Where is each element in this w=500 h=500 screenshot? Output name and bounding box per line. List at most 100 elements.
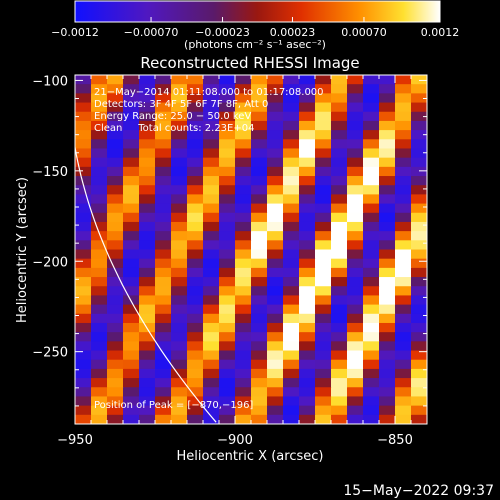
heatmap-cell <box>123 84 140 94</box>
heatmap-cell <box>139 111 156 122</box>
x-tick-label: −950 <box>57 433 93 448</box>
heatmap-cell <box>123 221 140 232</box>
heatmap-cell <box>411 304 427 315</box>
heatmap-cell <box>315 313 332 324</box>
heatmap-cell <box>219 148 236 159</box>
heatmap-cell <box>347 249 364 260</box>
heatmap-cell <box>251 84 268 94</box>
heatmap-cell <box>315 341 332 352</box>
heatmap-cell <box>203 341 220 352</box>
heatmap-cell <box>123 414 140 424</box>
heatmap-cell <box>363 295 380 306</box>
heatmap-cell <box>235 139 252 150</box>
heatmap-cell <box>251 157 268 168</box>
heatmap-cell <box>235 185 252 195</box>
heatmap-cell <box>411 176 427 186</box>
heatmap-cell <box>315 267 332 278</box>
heatmap-cell <box>267 322 284 333</box>
heatmap-cell <box>187 102 204 113</box>
heatmap-cell <box>171 332 188 342</box>
heatmap-cell <box>299 111 316 122</box>
heatmap-cell <box>91 414 108 424</box>
heatmap-cell <box>411 350 427 361</box>
heatmap-cell <box>171 313 188 324</box>
heatmap-cell <box>267 304 284 315</box>
heatmap-cell <box>363 166 380 177</box>
heatmap-cell <box>267 120 284 131</box>
heatmap-cell <box>411 231 427 241</box>
heatmap-cell <box>187 267 204 278</box>
heatmap-cell <box>395 405 412 416</box>
heatmap-cell <box>235 387 252 398</box>
heatmap-cell <box>347 231 364 241</box>
heatmap-cell <box>91 148 108 159</box>
heatmap-cell <box>187 396 204 407</box>
heatmap-cell <box>75 405 92 416</box>
heatmap-cell <box>299 286 316 297</box>
heatmap-cell <box>347 203 364 214</box>
heatmap-cell <box>315 148 332 159</box>
heatmap-cell <box>219 212 236 223</box>
heatmap-cell <box>139 130 156 140</box>
heatmap-cell <box>267 313 284 324</box>
heatmap-cell <box>267 111 284 122</box>
heatmap-cell <box>139 368 156 379</box>
heatmap-cell <box>283 350 300 361</box>
heatmap-cell <box>171 203 188 214</box>
heatmap-cell <box>251 194 268 205</box>
heatmap-cell <box>187 414 204 424</box>
heatmap-cell <box>107 368 124 379</box>
heatmap-cell <box>363 84 380 94</box>
heatmap-cell <box>123 359 140 370</box>
heatmap-cell <box>123 332 140 342</box>
heatmap-cell <box>155 185 172 195</box>
heatmap-cell <box>379 148 396 159</box>
heatmap-cell <box>155 176 172 186</box>
heatmap-cell <box>331 332 348 342</box>
heatmap-cell <box>411 249 427 260</box>
heatmap-cell <box>219 332 236 342</box>
heatmap-cell <box>283 286 300 297</box>
heatmap-cell <box>91 111 108 122</box>
heatmap-cell <box>219 93 236 104</box>
heatmap-cell <box>139 350 156 361</box>
heatmap-cell <box>187 130 204 140</box>
heatmap-cell <box>235 157 252 168</box>
heatmap-cell <box>395 185 412 195</box>
heatmap-cell <box>235 221 252 232</box>
heatmap-cell <box>203 111 220 122</box>
heatmap-cell <box>171 148 188 159</box>
heatmap-cell <box>395 157 412 168</box>
heatmap-cell <box>251 75 268 85</box>
heatmap-cell <box>267 277 284 287</box>
heatmap-cell <box>107 332 124 342</box>
heatmap-cell <box>267 350 284 361</box>
heatmap-cell <box>347 405 364 416</box>
y-tick-label: −250 <box>32 346 68 361</box>
heatmap-cell <box>123 130 140 140</box>
heatmap-cell <box>91 277 108 287</box>
y-tick-label: −150 <box>32 165 68 180</box>
heatmap-cell <box>251 350 268 361</box>
heatmap-cell <box>123 396 140 407</box>
heatmap-cell <box>411 322 427 333</box>
heatmap-cell <box>139 267 156 278</box>
heatmap-cell <box>155 387 172 398</box>
heatmap-cell <box>315 166 332 177</box>
heatmap-cell <box>395 130 412 140</box>
heatmap-cell <box>315 157 332 168</box>
heatmap-cell <box>331 212 348 223</box>
heatmap-cell <box>283 120 300 131</box>
heatmap-cell <box>235 102 252 113</box>
heatmap-cell <box>139 258 156 269</box>
heatmap-cell <box>299 120 316 131</box>
heatmap-cell <box>107 359 124 370</box>
heatmap-cell <box>187 148 204 159</box>
heatmap-cell <box>411 75 427 85</box>
heatmap-cell <box>91 221 108 232</box>
heatmap-cell <box>331 258 348 269</box>
heatmap-cell <box>363 286 380 297</box>
heatmap-cell <box>395 120 412 131</box>
heatmap-cell <box>187 221 204 232</box>
heatmap-cell <box>315 359 332 370</box>
